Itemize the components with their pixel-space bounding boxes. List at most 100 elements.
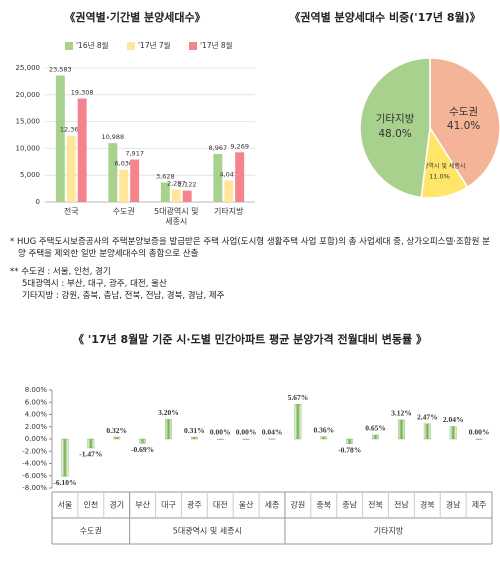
value-label: 0.31%	[184, 426, 205, 435]
y-tick-label: 5,000	[20, 171, 40, 179]
x-tick-label: 광주	[187, 500, 202, 510]
legend-label: '16년 8월	[76, 40, 109, 50]
bar	[423, 423, 431, 440]
chart-title: 《권역별·기간별 분양세대수》	[64, 10, 205, 24]
value-label: 9,269	[230, 142, 249, 150]
pie-value-label: 11.0%	[429, 172, 450, 180]
pie-slice	[359, 57, 431, 199]
value-label: 0.36%	[313, 426, 334, 435]
bar	[372, 434, 379, 440]
y-tick-label: 8.00%	[25, 386, 48, 394]
y-tick-label: 6.00%	[25, 398, 48, 406]
x-tick-label: 수도권	[112, 207, 135, 216]
legend-swatch	[65, 42, 73, 50]
x-tick-label: 충남	[342, 501, 357, 510]
y-tick-label: -4.00%	[22, 460, 47, 468]
bar	[242, 438, 250, 440]
pie-label: 5대광역시 및 세종시	[413, 163, 466, 171]
pie-label: 기타지방	[375, 113, 415, 126]
bar	[235, 152, 245, 202]
bar	[139, 438, 147, 444]
y-tick-label: -6.00%	[22, 472, 47, 480]
note: * HUG 주택도시보증공사의 주택분양보증을 발급받은 주택 사업(도시형 생…	[10, 237, 490, 259]
pie-value-label: 41.0%	[447, 120, 480, 132]
bar	[108, 143, 118, 202]
pie-label-box: 5대광역시 및 세종시	[413, 163, 466, 171]
x-tick-label-box: 수도권	[112, 207, 135, 216]
bar	[182, 190, 192, 202]
x-tick-label: 전북	[368, 500, 383, 510]
value-label: 6,030	[114, 160, 133, 168]
y-tick-label: 0	[36, 198, 40, 206]
x-tick-label-box: 기타지방	[214, 207, 243, 216]
bar	[66, 135, 76, 202]
note: 5대광역시 : 부산, 대구, 광주, 대전, 울산	[22, 279, 167, 289]
value-label: 2.04%	[443, 415, 464, 424]
bar	[130, 159, 140, 202]
bar	[165, 419, 172, 440]
group-label: 수도권	[80, 526, 102, 536]
x-tick-label: 5대광역시 및 세종시	[154, 207, 199, 226]
pie-value-label: 48.0%	[378, 128, 411, 140]
value-label: 7,917	[125, 150, 144, 158]
x-tick-label: 부산	[135, 500, 150, 510]
y-tick-label: 0.00%	[25, 435, 48, 443]
bar	[268, 438, 276, 440]
bar	[216, 438, 224, 440]
legend-label: '17년 7월	[138, 40, 171, 50]
bar	[294, 404, 302, 440]
x-tick-label-box: 전국	[63, 207, 79, 216]
x-tick-label: 제주	[472, 501, 487, 510]
chart-title: 《 '17년 8월말 기준 시·도별 민간아파트 평균 분양가격 전월대비 변동…	[73, 332, 427, 346]
y-tick-label: 4.00%	[25, 411, 48, 419]
value-label: 3.12%	[391, 409, 412, 418]
value-label: -1.47%	[79, 450, 102, 459]
value-label: -0.69%	[131, 445, 154, 454]
bar	[213, 153, 223, 202]
pie-label-box: 수도권	[449, 105, 479, 118]
value-label: 4,047	[219, 170, 238, 178]
value-label: 19,308	[71, 89, 94, 97]
notes: * HUG 주택도시보증공사의 주택분양보증을 발급받은 주택 사업(도시형 생…	[10, 236, 492, 302]
bar	[346, 438, 354, 444]
y-tick-label: 20,000	[16, 91, 41, 99]
value-label: 8,967	[209, 144, 228, 152]
x-tick-label: 세종	[265, 501, 280, 510]
value-label: 0.04%	[262, 427, 283, 436]
note: ** 수도권 : 서울, 인천, 경기	[10, 267, 111, 277]
value-label: 0.65%	[365, 424, 386, 433]
pie-label-box: 기타지방	[375, 113, 415, 126]
bar	[449, 426, 457, 440]
group-label: 기타지방	[374, 526, 404, 536]
value-label: -0.78%	[338, 445, 361, 454]
x-tick-label: 충북	[316, 501, 331, 510]
pie-label: 수도권	[449, 105, 479, 118]
x-tick-label: 울산	[239, 500, 254, 510]
bar	[61, 438, 69, 477]
bar	[475, 438, 483, 440]
value-label: 2,287	[167, 180, 186, 188]
value-label: 5.67%	[288, 393, 309, 402]
value-label: 2.47%	[417, 413, 438, 422]
group-label: 5대광역시 및 세종시	[173, 526, 242, 536]
x-tick-label: 전국	[63, 207, 79, 216]
value-label: 23,583	[49, 66, 72, 74]
y-tick-label: 25,000	[16, 64, 41, 72]
bar	[397, 419, 405, 440]
legend-swatch	[189, 42, 197, 50]
y-tick-label: 10,000	[16, 144, 41, 152]
y-tick-label: 2.00%	[25, 423, 48, 431]
value-label: 0.00%	[210, 428, 231, 437]
bar	[113, 436, 121, 440]
x-tick-label: 경남	[446, 500, 461, 510]
bar	[55, 75, 65, 202]
x-tick-label: 경북	[420, 500, 435, 510]
y-tick-label: -2.00%	[22, 447, 47, 455]
value-label: 12,364	[60, 126, 83, 134]
bar	[171, 189, 181, 202]
x-tick-label: 대전	[213, 500, 228, 510]
x-tick-label: 전남	[394, 500, 409, 510]
value-label: 0.00%	[236, 428, 257, 437]
